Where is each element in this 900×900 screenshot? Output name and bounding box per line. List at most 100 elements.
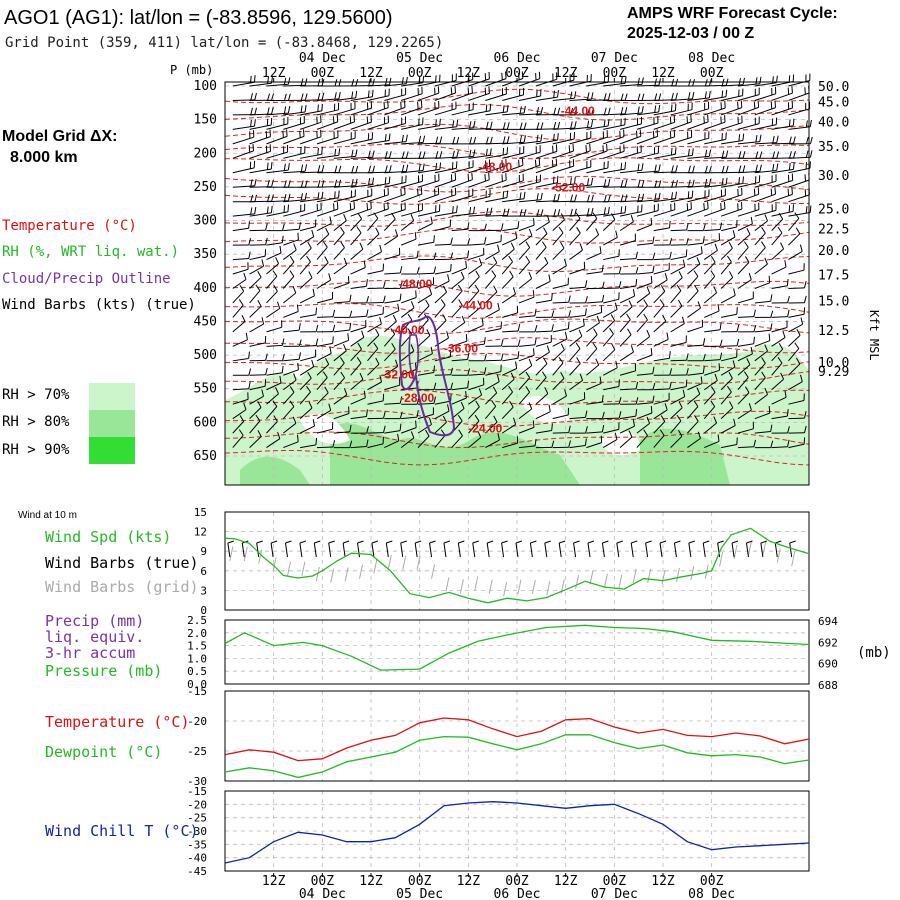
wind-barb <box>350 212 363 231</box>
temperature-contour <box>224 255 810 273</box>
wind-barb <box>502 122 527 130</box>
barb-shaft <box>771 396 787 405</box>
wind-barb <box>484 400 497 419</box>
wind-barb <box>771 278 789 289</box>
wind-barb <box>720 360 736 376</box>
barb-flag <box>688 165 691 173</box>
wind-barb <box>451 380 470 391</box>
barb-shaft <box>771 107 793 116</box>
barb-flag <box>439 151 443 159</box>
barb-flag <box>399 293 402 301</box>
barb-shaft <box>232 279 247 289</box>
temperature-contour <box>224 450 810 466</box>
wind-barb <box>569 342 581 362</box>
true-wind-barb <box>385 542 389 558</box>
wind-barb <box>232 351 250 362</box>
wind-barb <box>704 304 720 318</box>
true-wind-barb-flag <box>674 540 681 544</box>
wind-barb <box>535 293 553 304</box>
barb-flag <box>343 344 347 351</box>
wind-barb <box>687 131 710 145</box>
barb-shaft <box>602 219 616 231</box>
barb-shaft <box>367 363 380 376</box>
barb-flag <box>455 161 458 169</box>
barb-shaft <box>316 342 333 347</box>
wind-barb <box>333 294 352 304</box>
barb-shaft <box>754 362 766 376</box>
barb-flag <box>433 396 436 404</box>
wind-barb <box>653 392 670 405</box>
barb-shaft <box>316 233 330 246</box>
wind-barb <box>569 280 588 289</box>
barb-flag <box>614 302 618 310</box>
wind-barb <box>586 160 609 174</box>
wind-barb <box>704 434 720 449</box>
height-tick-label: 30.0 <box>818 169 849 184</box>
hour-label: 12Z <box>651 66 675 81</box>
barb-flag <box>587 107 590 116</box>
barb-flag <box>553 107 557 115</box>
barb-flag <box>439 118 441 126</box>
wind-barb <box>653 220 671 232</box>
barb-flag <box>338 190 340 198</box>
barb-flag <box>491 400 497 407</box>
barb-flag <box>467 368 471 376</box>
barb-shaft <box>283 228 300 232</box>
wind-barb <box>518 420 535 434</box>
barb-flag <box>564 389 567 397</box>
wind-barb <box>771 226 783 246</box>
barb-flag <box>467 174 470 182</box>
barb-flag <box>484 237 487 245</box>
wind-barb <box>704 352 723 362</box>
barb-flag <box>768 333 771 341</box>
barb-shaft <box>434 320 447 333</box>
wind-barb <box>316 179 342 188</box>
wind-barb <box>619 129 642 145</box>
barb-shaft <box>316 364 330 376</box>
barb-flag <box>410 344 415 352</box>
barb-flag <box>635 397 639 405</box>
barb-shaft <box>434 400 451 405</box>
wind-barb <box>451 72 474 87</box>
barb-shaft <box>636 402 653 405</box>
wind-barb <box>603 396 622 405</box>
barb-flag <box>675 191 677 199</box>
barb-shaft <box>518 296 535 304</box>
wind-barb <box>788 227 801 246</box>
barb-shaft <box>451 278 465 289</box>
barb-flag <box>484 223 487 231</box>
barb-shaft <box>670 323 685 333</box>
wind-barb <box>535 241 547 260</box>
wind-barb <box>721 307 738 318</box>
wind-barb <box>687 114 709 130</box>
barb-flag <box>383 203 385 211</box>
barb-flag <box>304 105 307 113</box>
wind-barb <box>384 100 406 116</box>
barb-shaft <box>299 261 311 275</box>
barb-flag <box>267 93 270 101</box>
barb-flag <box>434 188 436 196</box>
barb-flag <box>742 77 745 85</box>
barb-shaft <box>401 286 418 289</box>
wind-barb <box>367 295 386 304</box>
barb-shaft <box>518 365 533 376</box>
wind-barb <box>401 163 425 174</box>
wind-barb <box>417 86 440 101</box>
wind-barb <box>266 93 291 101</box>
hour-label: 12Z <box>457 66 481 81</box>
wind-barb <box>771 74 795 87</box>
barb-flag <box>632 289 636 297</box>
wind-barb <box>468 414 480 434</box>
barb-shaft <box>468 306 482 318</box>
wind-barb <box>670 401 683 420</box>
wind-barb <box>283 339 302 347</box>
barb-flag <box>317 192 320 200</box>
pressure-tick-label: 500 <box>194 348 217 363</box>
wind-barb <box>434 205 458 217</box>
barb-flag <box>375 328 380 336</box>
barb-flag <box>250 194 254 202</box>
barb-flag <box>635 267 639 275</box>
barb-shaft <box>266 382 282 391</box>
wind-barb <box>586 119 610 130</box>
